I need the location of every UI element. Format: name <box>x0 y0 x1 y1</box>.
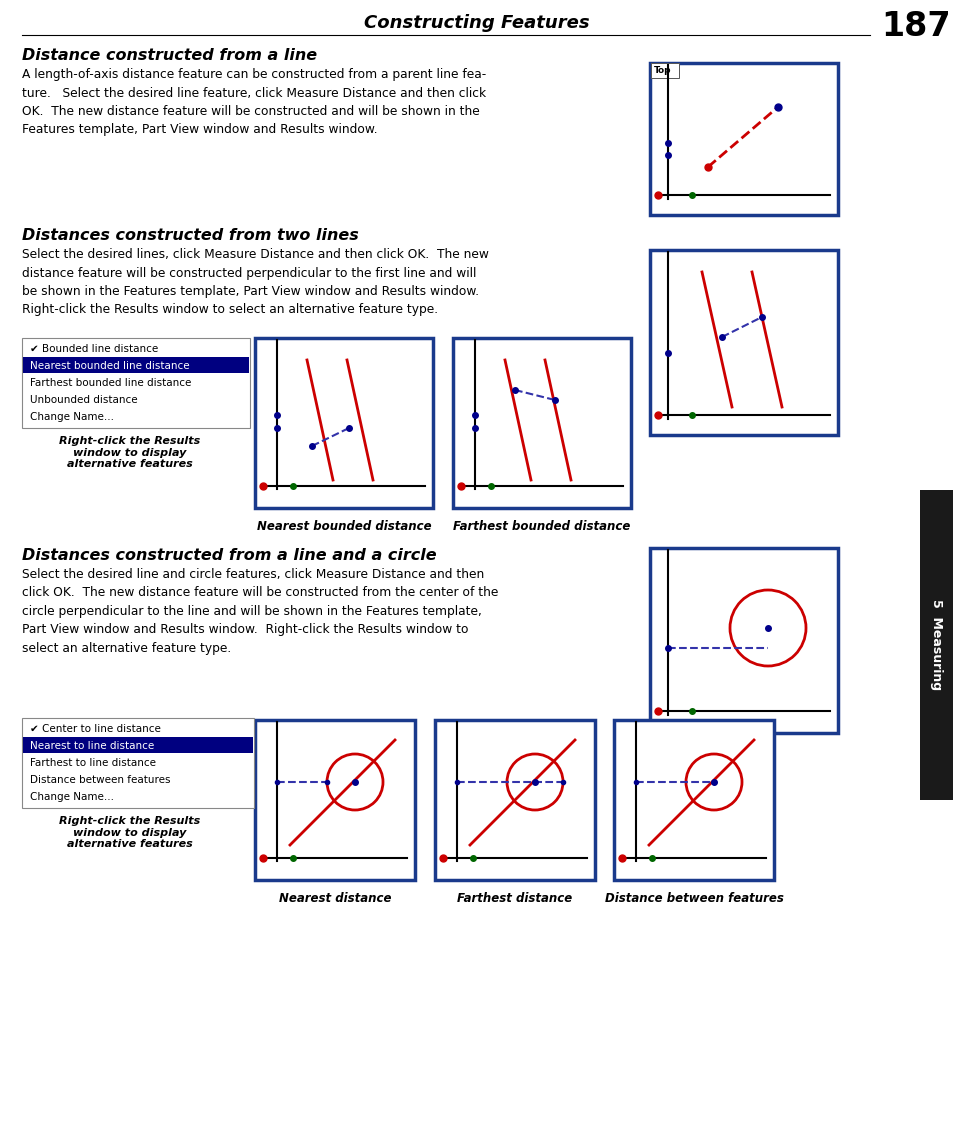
FancyBboxPatch shape <box>614 720 773 880</box>
FancyBboxPatch shape <box>649 249 837 435</box>
Text: Distances constructed from two lines: Distances constructed from two lines <box>22 228 358 243</box>
Text: Select the desired line and circle features, click Measure Distance and then
cli: Select the desired line and circle featu… <box>22 568 497 655</box>
Text: Farthest distance: Farthest distance <box>456 892 572 906</box>
FancyBboxPatch shape <box>23 357 249 372</box>
FancyBboxPatch shape <box>254 338 433 508</box>
Text: Top: Top <box>654 66 671 75</box>
FancyBboxPatch shape <box>435 720 595 880</box>
Text: Distances constructed from a line and a circle: Distances constructed from a line and a … <box>22 548 436 563</box>
Text: Nearest to line distance: Nearest to line distance <box>30 741 154 751</box>
Text: A length-of-axis distance feature can be constructed from a parent line fea-
tur: A length-of-axis distance feature can be… <box>22 68 486 137</box>
Text: Distance between features: Distance between features <box>604 892 782 906</box>
Text: 187: 187 <box>881 10 950 43</box>
FancyBboxPatch shape <box>650 63 679 77</box>
Text: Distance constructed from a line: Distance constructed from a line <box>22 48 316 63</box>
Text: Nearest bounded distance: Nearest bounded distance <box>256 521 431 533</box>
Text: Change Name...: Change Name... <box>30 412 113 423</box>
Text: Right-click the Results
window to display
alternative features: Right-click the Results window to displa… <box>59 816 200 850</box>
Text: Unbounded distance: Unbounded distance <box>30 395 137 405</box>
Text: Nearest bounded line distance: Nearest bounded line distance <box>30 361 190 371</box>
Text: 5  Measuring: 5 Measuring <box>929 599 943 690</box>
Text: Farthest to line distance: Farthest to line distance <box>30 757 156 768</box>
Text: Right-click the Results
window to display
alternative features: Right-click the Results window to displa… <box>59 436 200 469</box>
FancyBboxPatch shape <box>649 548 837 734</box>
FancyBboxPatch shape <box>22 718 253 808</box>
Text: Farthest bounded distance: Farthest bounded distance <box>453 521 630 533</box>
Text: ✔ Bounded line distance: ✔ Bounded line distance <box>30 344 158 354</box>
FancyBboxPatch shape <box>453 338 630 508</box>
Text: Farthest bounded line distance: Farthest bounded line distance <box>30 378 192 388</box>
Text: Select the desired lines, click Measure Distance and then click OK.  The new
dis: Select the desired lines, click Measure … <box>22 248 488 317</box>
Text: Constructing Features: Constructing Features <box>364 14 589 32</box>
FancyBboxPatch shape <box>23 737 253 753</box>
FancyBboxPatch shape <box>649 63 837 215</box>
FancyBboxPatch shape <box>22 338 250 428</box>
FancyBboxPatch shape <box>919 490 953 800</box>
Text: Distance between features: Distance between features <box>30 775 171 785</box>
Text: Nearest distance: Nearest distance <box>278 892 391 906</box>
Text: Change Name...: Change Name... <box>30 792 113 802</box>
Text: ✔ Center to line distance: ✔ Center to line distance <box>30 724 161 734</box>
FancyBboxPatch shape <box>254 720 415 880</box>
